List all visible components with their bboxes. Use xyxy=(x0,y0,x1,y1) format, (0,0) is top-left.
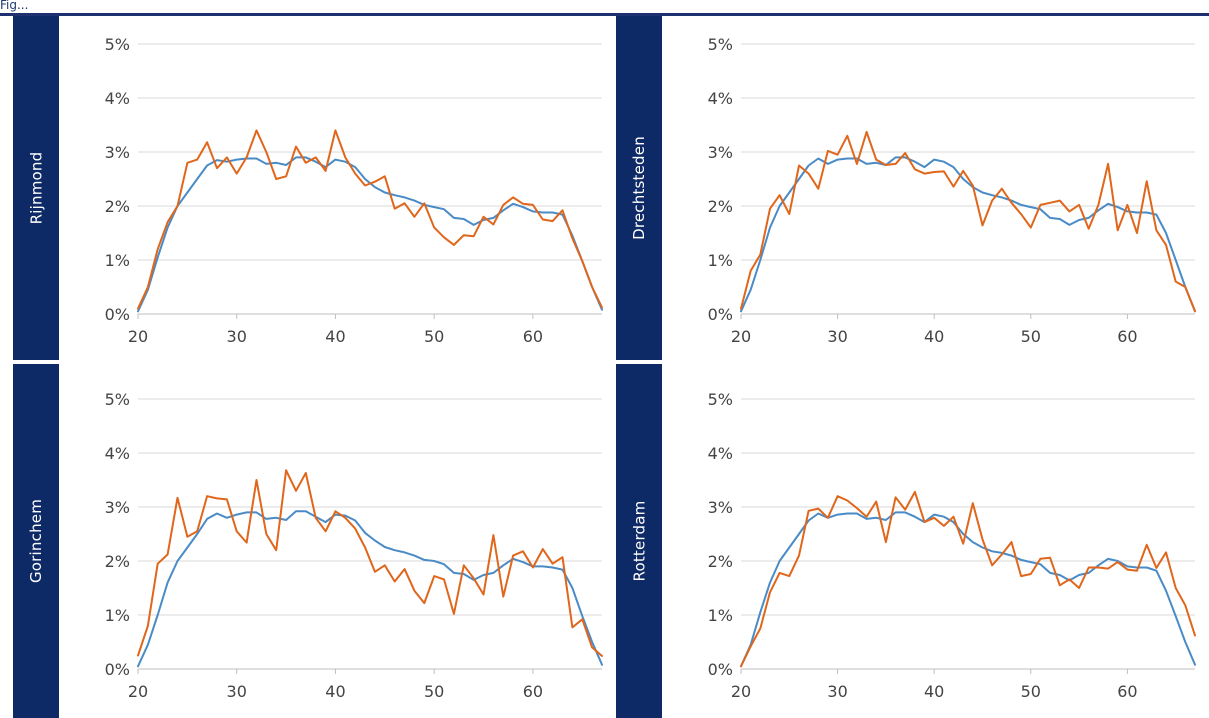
panel-label-gorinchem: Gorinchem xyxy=(27,498,46,584)
x-tick-label: 50 xyxy=(1021,682,1041,701)
y-tick-label: 4% xyxy=(105,444,130,463)
x-tick-label: 60 xyxy=(523,327,543,346)
x-tick-label: 30 xyxy=(827,327,847,346)
y-tick-label: 5% xyxy=(708,35,733,54)
x-tick-label: 60 xyxy=(1117,327,1137,346)
x-tick-label: 30 xyxy=(227,682,247,701)
x-tick-label: 50 xyxy=(424,682,444,701)
y-tick-label: 1% xyxy=(708,606,733,625)
panel-label-band-drechtsteden: Drechtsteden xyxy=(616,16,662,360)
series-line-blue xyxy=(740,156,1196,313)
series-line-orange xyxy=(740,131,1196,313)
x-tick-label: 20 xyxy=(128,327,148,346)
series-line-blue xyxy=(740,511,1196,668)
x-tick-label: 60 xyxy=(523,682,543,701)
x-tick-label: 20 xyxy=(128,682,148,701)
y-tick-label: 1% xyxy=(105,606,130,625)
y-tick-label: 2% xyxy=(105,552,130,571)
y-tick-label: 0% xyxy=(708,660,733,679)
y-tick-label: 5% xyxy=(708,390,733,409)
y-tick-label: 2% xyxy=(708,552,733,571)
chart-gorinchem: 0% 1% 2% 3% 4% 5% 20 30 40 50 60 xyxy=(105,390,603,701)
y-tick-label: 0% xyxy=(105,305,130,324)
y-tick-label: 3% xyxy=(105,143,130,162)
panel-label-rijnmond: Rijnmond xyxy=(27,151,45,225)
panel-label-drechtsteden: Drechtsteden xyxy=(630,136,648,240)
series-line-orange xyxy=(137,129,603,310)
y-tick-label: 3% xyxy=(708,498,733,517)
y-tick-label: 5% xyxy=(105,35,130,54)
chart-rijnmond: 0% 1% 2% 3% 4% 5% 20 30 40 50 60 xyxy=(105,35,603,346)
panel-label-rotterdam: Rotterdam xyxy=(630,500,649,582)
x-tick-label: 20 xyxy=(731,682,751,701)
y-tick-label: 4% xyxy=(105,89,130,108)
series-line-blue xyxy=(137,510,603,668)
y-tick-label: 1% xyxy=(105,251,130,270)
panel-label-band-rotterdam: Rotterdam xyxy=(616,364,662,718)
y-tick-label: 0% xyxy=(105,660,130,679)
y-tick-label: 2% xyxy=(105,197,130,216)
header-rule xyxy=(0,13,1209,16)
x-tick-label: 40 xyxy=(325,327,345,346)
y-tick-label: 4% xyxy=(708,444,733,463)
y-tick-label: 1% xyxy=(708,251,733,270)
panel-label-band-gorinchem: Gorinchem xyxy=(13,364,59,718)
chart-rotterdam: 0% 1% 2% 3% 4% 5% 20 30 40 50 60 xyxy=(708,390,1196,701)
y-tick-label: 0% xyxy=(708,305,733,324)
x-tick-label: 50 xyxy=(424,327,444,346)
y-tick-label: 5% xyxy=(105,390,130,409)
series-line-orange xyxy=(137,469,603,657)
x-tick-label: 60 xyxy=(1117,682,1137,701)
x-tick-label: 20 xyxy=(731,327,751,346)
series-line-orange xyxy=(740,490,1196,668)
figure-caption: Fig... xyxy=(0,0,29,12)
panel-label-band-rijnmond: Rijnmond xyxy=(13,16,59,360)
y-tick-label: 3% xyxy=(105,498,130,517)
x-tick-label: 40 xyxy=(924,327,944,346)
x-tick-label: 50 xyxy=(1021,327,1041,346)
x-tick-label: 30 xyxy=(827,682,847,701)
x-tick-label: 40 xyxy=(325,682,345,701)
y-tick-label: 3% xyxy=(708,143,733,162)
y-tick-label: 4% xyxy=(708,89,733,108)
chart-drechtsteden: 0% 1% 2% 3% 4% 5% 20 30 40 50 60 xyxy=(708,35,1196,346)
series-line-blue xyxy=(137,156,603,313)
x-tick-label: 40 xyxy=(924,682,944,701)
y-tick-label: 2% xyxy=(708,197,733,216)
x-tick-label: 30 xyxy=(227,327,247,346)
